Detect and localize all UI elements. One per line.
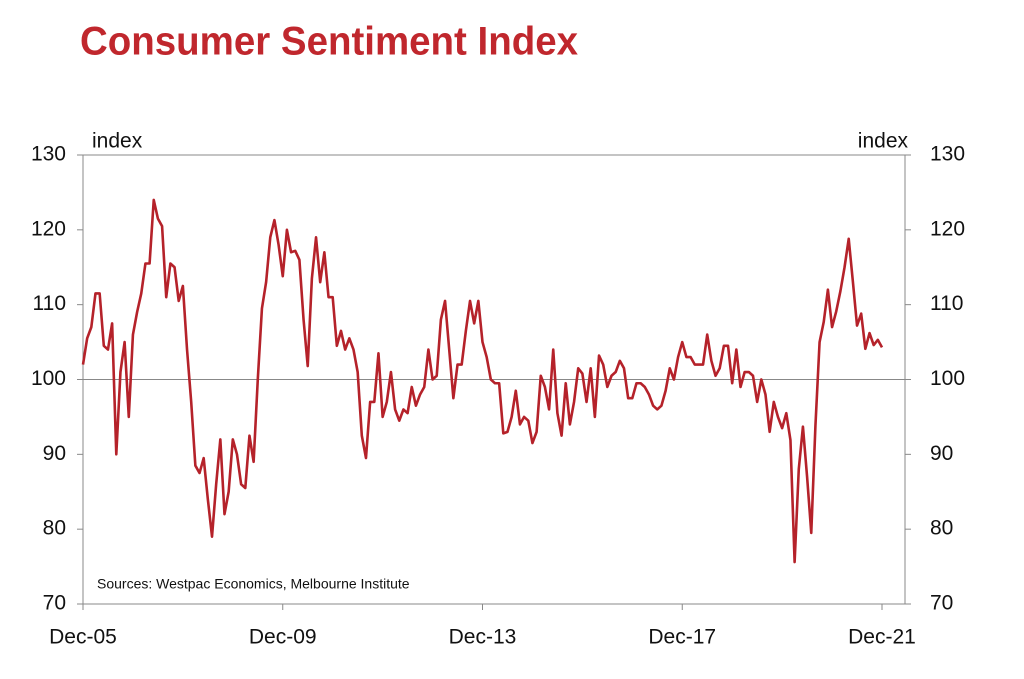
y2-tick-label: 120 bbox=[930, 217, 965, 240]
x-tick-label: Dec-13 bbox=[449, 626, 517, 649]
y2-tick-label: 110 bbox=[930, 292, 963, 315]
y-tick-label: 70 bbox=[43, 592, 66, 615]
y-tick-label: 90 bbox=[43, 442, 66, 465]
x-tick-label: Dec-05 bbox=[49, 626, 117, 649]
y2-tick-label: 80 bbox=[930, 517, 953, 540]
y2-tick-label: 100 bbox=[930, 367, 965, 390]
y-axis-label: index bbox=[92, 130, 143, 153]
y-tick-label: 130 bbox=[31, 143, 66, 166]
source-note: Sources: Westpac Economics, Melbourne In… bbox=[97, 576, 410, 592]
x-tick-label: Dec-09 bbox=[249, 626, 317, 649]
y2-axis-label: index bbox=[858, 130, 909, 153]
series-line bbox=[81, 198, 884, 564]
y-tick-label: 120 bbox=[31, 217, 66, 240]
x-tick-label: Dec-21 bbox=[848, 626, 916, 649]
y2-tick-label: 130 bbox=[930, 143, 965, 166]
chart-title: Consumer Sentiment Index bbox=[80, 20, 578, 64]
y-tick-label: 80 bbox=[43, 517, 66, 540]
y2-tick-label: 70 bbox=[930, 592, 953, 615]
y-tick-label: 110 bbox=[33, 292, 66, 315]
y-tick-label: 100 bbox=[31, 367, 66, 390]
x-tick-label: Dec-17 bbox=[648, 626, 716, 649]
y2-tick-label: 90 bbox=[930, 442, 953, 465]
